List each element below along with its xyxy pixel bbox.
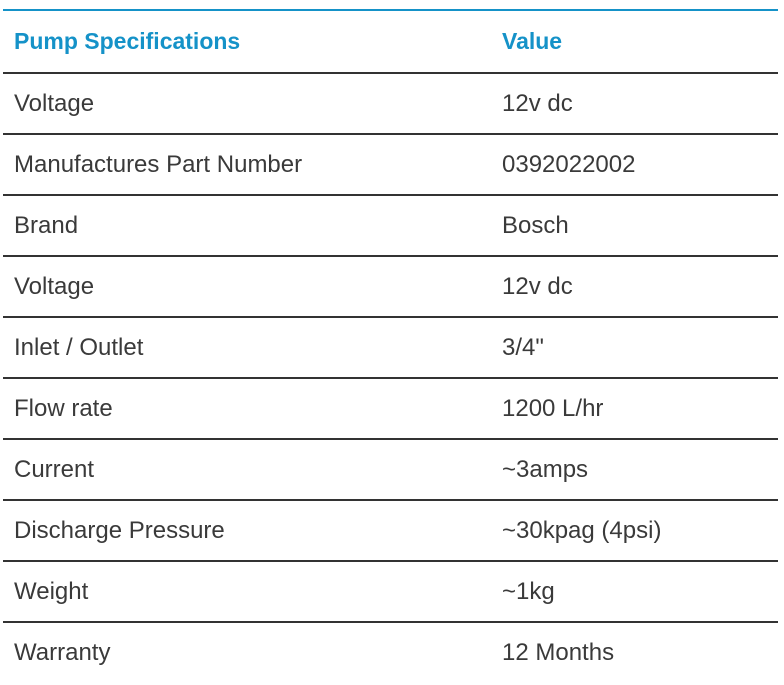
table-row: Current ~3amps xyxy=(3,439,778,501)
spec-name: Warranty xyxy=(14,638,111,666)
spec-name: Inlet / Outlet xyxy=(3,317,491,379)
spec-value: 3/4" xyxy=(491,317,778,379)
spec-value: Bosch xyxy=(491,195,778,257)
table-row: Discharge Pressure ~30kpag (4psi) xyxy=(3,500,778,562)
spec-name: Current xyxy=(3,439,491,501)
table-row: Weight ~1kg xyxy=(3,561,778,623)
spec-value: 12 Months xyxy=(502,638,615,666)
spec-name: Voltage xyxy=(3,256,491,318)
spec-value: 12v dc xyxy=(491,73,778,135)
header-pump-specifications: Pump Specifications xyxy=(3,10,491,74)
header-value: Value xyxy=(491,10,778,74)
spec-value: ~1kg xyxy=(491,561,778,623)
spec-name: Voltage xyxy=(3,73,491,135)
table-row: Brand Bosch xyxy=(3,195,778,257)
spec-name: Weight xyxy=(3,561,491,623)
table-body: Voltage 12v dc Manufactures Part Number … xyxy=(3,73,778,682)
spec-name: Flow rate xyxy=(3,378,491,440)
spec-value: 12v dc xyxy=(491,256,778,318)
table-row: Warranty 12 Months xyxy=(3,622,778,682)
spec-value: 0392022002 xyxy=(491,134,778,196)
table-row: Flow rate 1200 L/hr xyxy=(3,378,778,440)
table-row: Voltage 12v dc xyxy=(3,73,778,135)
header-row: Pump Specifications Value xyxy=(3,10,778,74)
table-row: Inlet / Outlet 3/4" xyxy=(3,317,778,379)
spec-name: Brand xyxy=(3,195,491,257)
spec-value: ~30kpag (4psi) xyxy=(491,500,778,562)
table-header: Pump Specifications Value xyxy=(3,10,778,74)
table-row: Voltage 12v dc xyxy=(3,256,778,318)
table-row: Manufactures Part Number 0392022002 xyxy=(3,134,778,196)
pump-specifications-table: Pump Specifications Value Voltage 12v dc… xyxy=(3,9,778,682)
spec-value: 1200 L/hr xyxy=(491,378,778,440)
spec-value: ~3amps xyxy=(491,439,778,501)
spec-name: Discharge Pressure xyxy=(3,500,491,562)
spec-name: Manufactures Part Number xyxy=(3,134,491,196)
